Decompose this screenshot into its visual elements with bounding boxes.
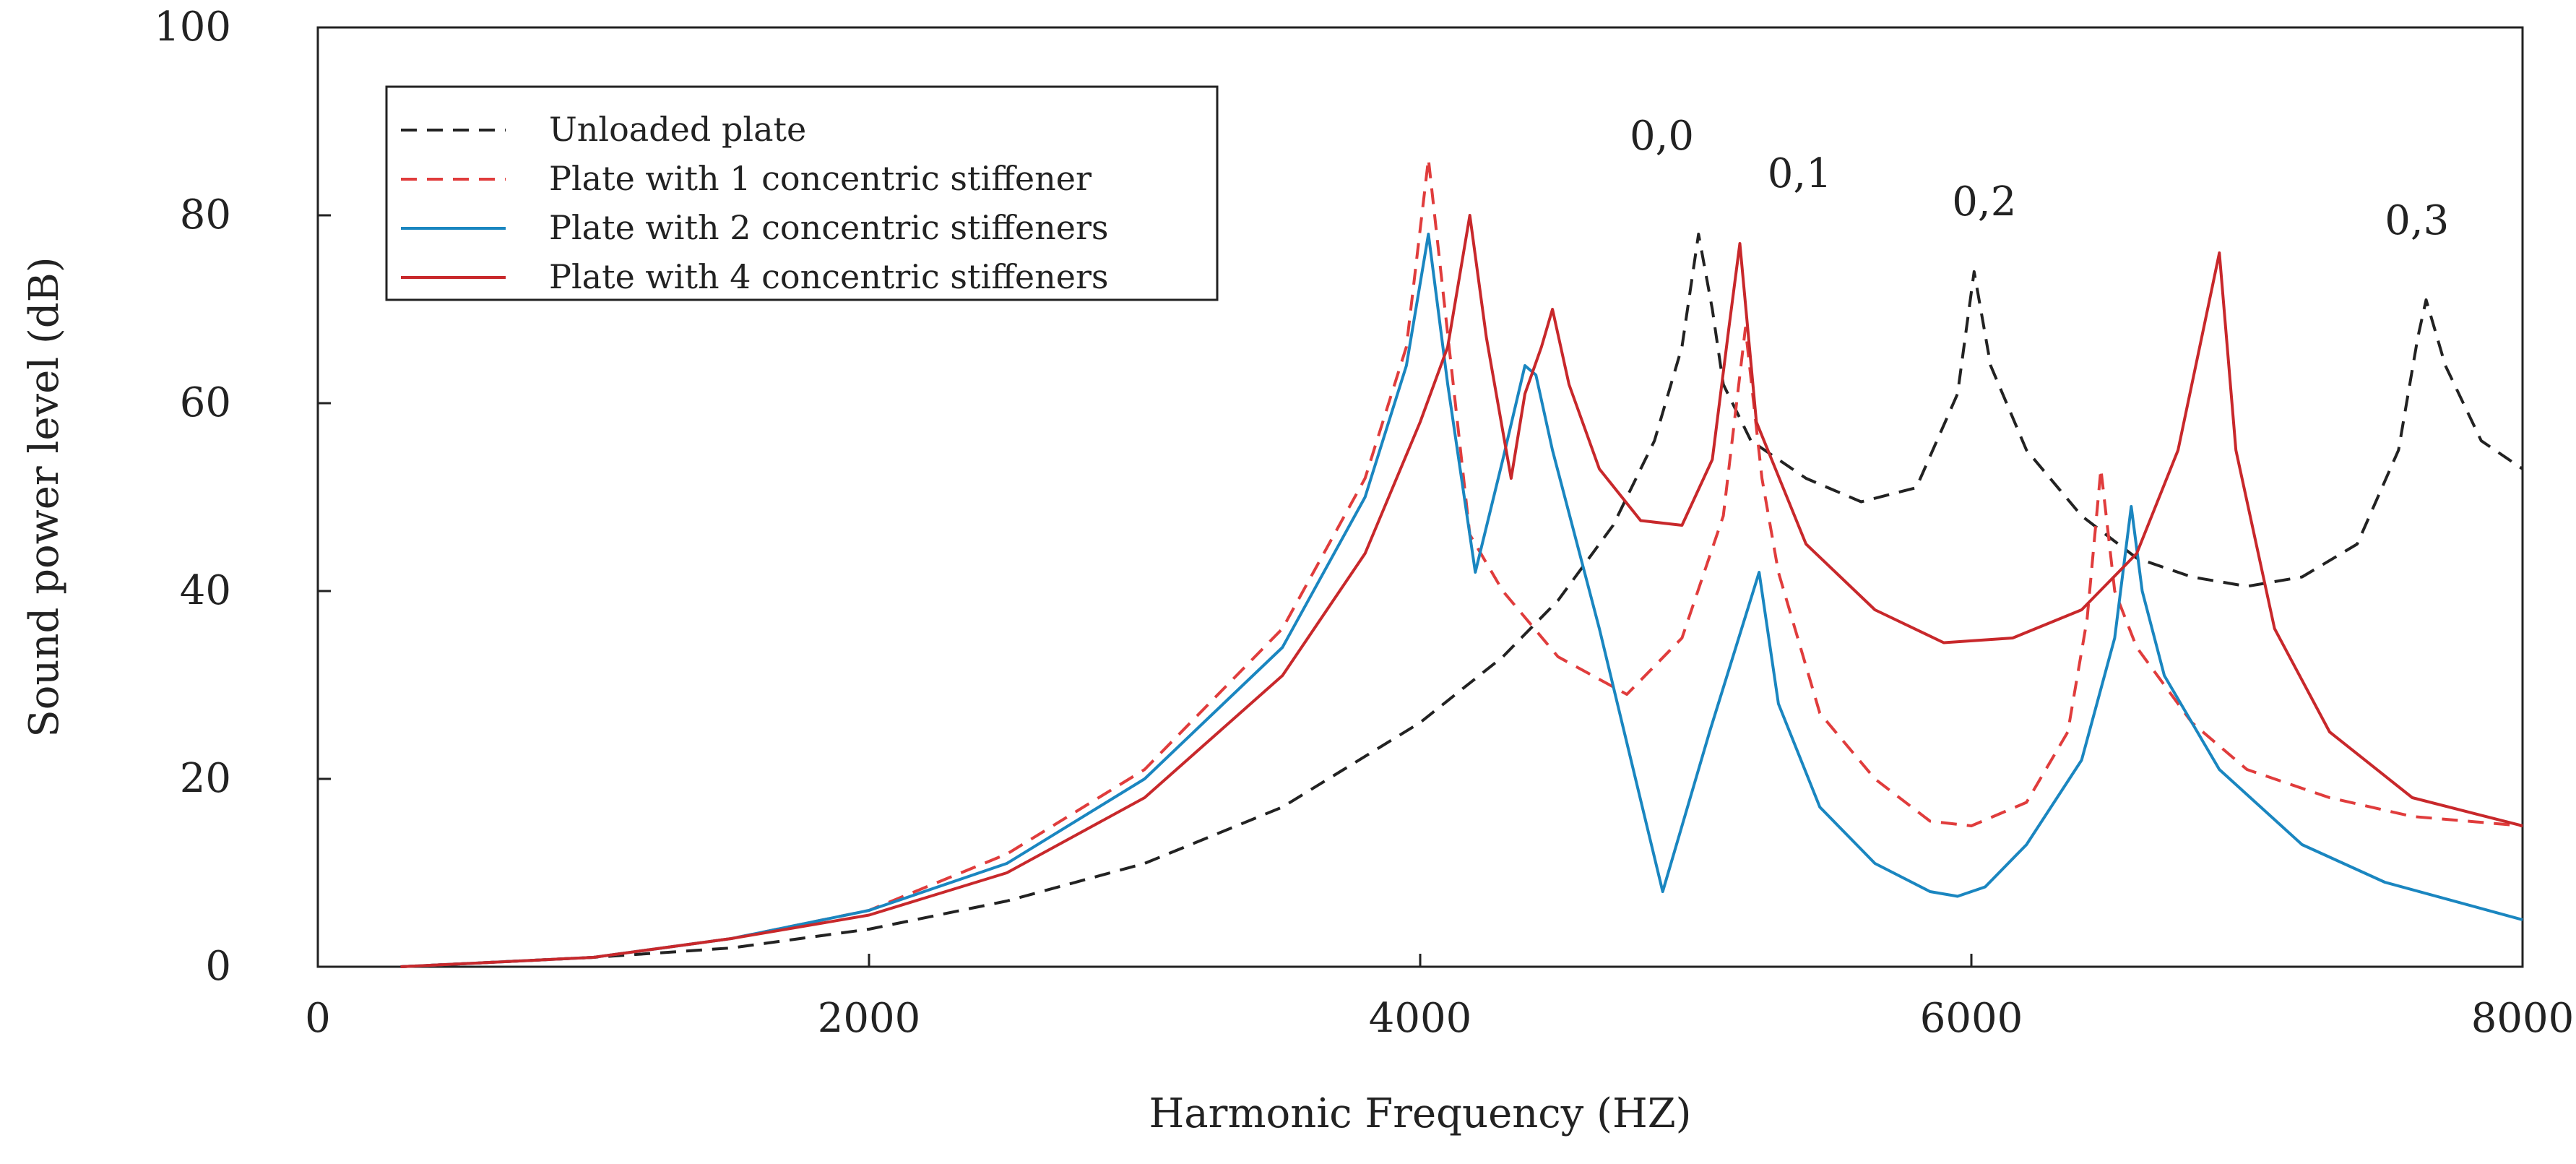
series-line-4 [400,214,2523,968]
y-tick-label: 100 [154,4,231,51]
mode-label-4: 0,3 [2385,197,2449,244]
y-tick-label: 60 [180,379,231,426]
y-tick-label: 40 [180,567,231,614]
x-tick-label: 2000 [818,995,921,1042]
x-tick-label: 0 [305,995,331,1042]
y-tick-label: 80 [180,191,231,238]
x-tick-label: 8000 [2471,995,2575,1042]
legend: Unloaded plate Plate with 1 concentric st… [385,85,1219,301]
x-tick-label: 6000 [1920,995,2023,1042]
mode-label-2: 0,1 [1768,150,1832,197]
legend-label-1: Unloaded plate [549,110,806,149]
mode-annotations: 0,0 0,1 0,2 0,3 [1630,113,2449,244]
legend-label-2: Plate with 1 concentric stiffener [549,159,1092,198]
series-line-2 [400,158,2523,968]
y-axis-title: Sound power level (dB) [21,256,68,737]
x-axis-title: Harmonic Frequency (HZ) [1149,1090,1691,1137]
legend-label-3: Plate with 2 concentric stiffeners [549,208,1109,247]
series-layer [400,158,2524,968]
mode-label-1: 0,0 [1630,113,1694,160]
y-tick-label: 20 [180,755,231,802]
y-tick-label: 0 [205,943,231,990]
mode-label-3: 0,2 [1952,178,2016,225]
x-axis-ticks: 0 2000 4000 6000 8000 [305,954,2574,1042]
x-tick-label: 4000 [1369,995,1472,1042]
y-axis-ticks: 0 20 40 60 80 100 [154,4,331,990]
series-line-1 [400,233,2524,968]
legend-label-4: Plate with 4 concentric stiffeners [549,257,1109,296]
series-line-3 [400,233,2523,968]
legend-box [385,85,1219,301]
